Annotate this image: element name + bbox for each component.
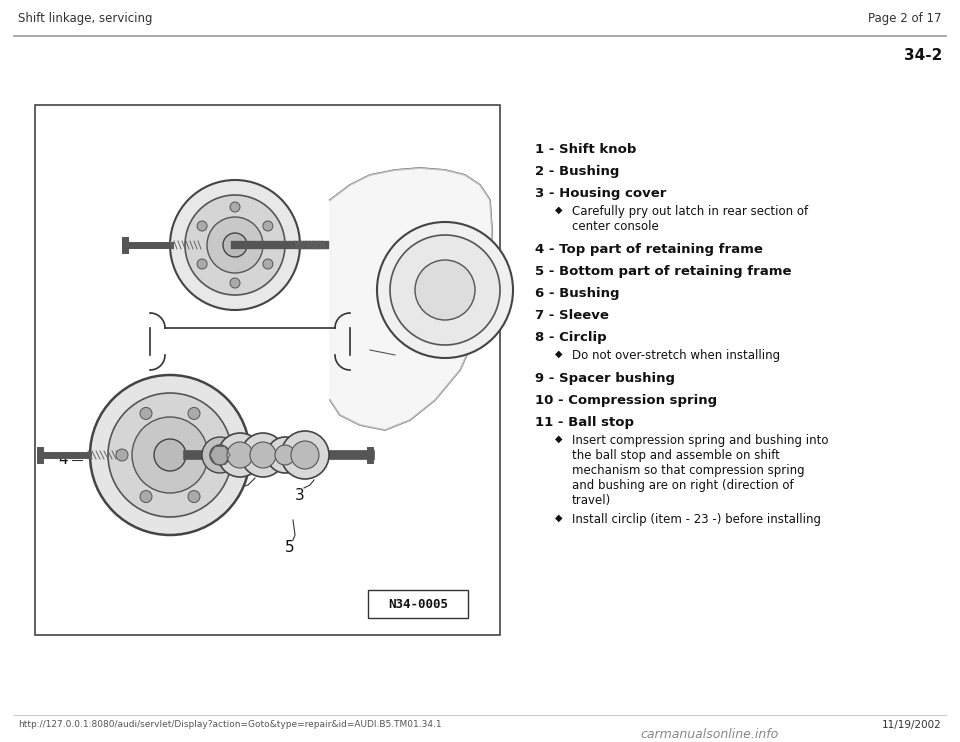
- Circle shape: [241, 433, 285, 477]
- Circle shape: [90, 375, 250, 535]
- Circle shape: [108, 393, 232, 517]
- Text: 10 - Compression spring: 10 - Compression spring: [535, 394, 717, 407]
- Text: center console: center console: [572, 220, 659, 233]
- Polygon shape: [330, 168, 492, 430]
- Text: and bushing are on right (direction of: and bushing are on right (direction of: [572, 479, 794, 492]
- Circle shape: [140, 490, 152, 502]
- Text: 11 - Ball stop: 11 - Ball stop: [535, 416, 634, 429]
- Circle shape: [197, 221, 207, 231]
- Circle shape: [188, 407, 200, 419]
- Circle shape: [170, 180, 300, 310]
- Text: ◆: ◆: [555, 205, 563, 215]
- Text: 3 - Housing cover: 3 - Housing cover: [535, 187, 666, 200]
- Text: 6 - Bushing: 6 - Bushing: [535, 287, 619, 300]
- Text: 1: 1: [148, 490, 157, 505]
- Text: Do not over-stretch when installing: Do not over-stretch when installing: [572, 349, 780, 362]
- Circle shape: [291, 441, 319, 469]
- Bar: [35, 105, 500, 635]
- Text: Carefully pry out latch in rear section of: Carefully pry out latch in rear section …: [572, 205, 808, 218]
- Circle shape: [263, 259, 273, 269]
- Circle shape: [218, 433, 262, 477]
- Text: N34-0005: N34-0005: [388, 597, 448, 611]
- Circle shape: [263, 221, 273, 231]
- Text: Insert compression spring and bushing into: Insert compression spring and bushing in…: [572, 434, 828, 447]
- Text: 5: 5: [285, 540, 295, 555]
- Circle shape: [250, 442, 276, 468]
- Circle shape: [415, 260, 475, 320]
- Circle shape: [185, 195, 285, 295]
- Text: 4: 4: [58, 453, 67, 467]
- Circle shape: [210, 445, 230, 465]
- Circle shape: [202, 437, 238, 473]
- Circle shape: [281, 431, 329, 479]
- Text: Install circlip (item - 23 -) before installing: Install circlip (item - 23 -) before ins…: [572, 513, 821, 526]
- Circle shape: [212, 449, 224, 461]
- Circle shape: [390, 235, 500, 345]
- Circle shape: [140, 407, 152, 419]
- Text: 2: 2: [222, 490, 231, 505]
- Text: 2 - Bushing: 2 - Bushing: [535, 165, 619, 178]
- Circle shape: [188, 490, 200, 502]
- Circle shape: [377, 222, 513, 358]
- Circle shape: [223, 233, 247, 257]
- Text: 3: 3: [295, 488, 304, 503]
- Circle shape: [227, 442, 253, 468]
- Circle shape: [116, 449, 128, 461]
- Text: 8 - Circlip: 8 - Circlip: [535, 331, 607, 344]
- Text: Shift linkage, servicing: Shift linkage, servicing: [18, 12, 153, 25]
- Text: ◆: ◆: [555, 349, 563, 359]
- Text: ◆: ◆: [555, 434, 563, 444]
- Text: 9 - Spacer bushing: 9 - Spacer bushing: [535, 372, 675, 385]
- Text: carmanualsonline.info: carmanualsonline.info: [640, 728, 779, 741]
- Bar: [368, 590, 468, 618]
- Text: mechanism so that compression spring: mechanism so that compression spring: [572, 464, 804, 477]
- Circle shape: [197, 259, 207, 269]
- Text: 5 - Bottom part of retaining frame: 5 - Bottom part of retaining frame: [535, 265, 791, 278]
- Text: travel): travel): [572, 494, 612, 507]
- Circle shape: [230, 202, 240, 212]
- Text: 11/19/2002: 11/19/2002: [882, 720, 942, 730]
- Circle shape: [275, 445, 295, 465]
- Text: ◆: ◆: [555, 513, 563, 523]
- Text: 1 - Shift knob: 1 - Shift knob: [535, 143, 636, 156]
- Text: 34-2: 34-2: [903, 48, 942, 63]
- Text: Page 2 of 17: Page 2 of 17: [869, 12, 942, 25]
- Circle shape: [207, 217, 263, 273]
- Text: 7 - Sleeve: 7 - Sleeve: [535, 309, 609, 322]
- Circle shape: [267, 437, 303, 473]
- Text: http://127.0.0.1:8080/audi/servlet/Display?action=Goto&type=repair&id=AUDI.B5.TM: http://127.0.0.1:8080/audi/servlet/Displ…: [18, 720, 442, 729]
- Circle shape: [230, 278, 240, 288]
- Text: the ball stop and assemble on shift: the ball stop and assemble on shift: [572, 449, 780, 462]
- Text: 4 - Top part of retaining frame: 4 - Top part of retaining frame: [535, 243, 763, 256]
- Circle shape: [132, 417, 208, 493]
- Circle shape: [154, 439, 186, 471]
